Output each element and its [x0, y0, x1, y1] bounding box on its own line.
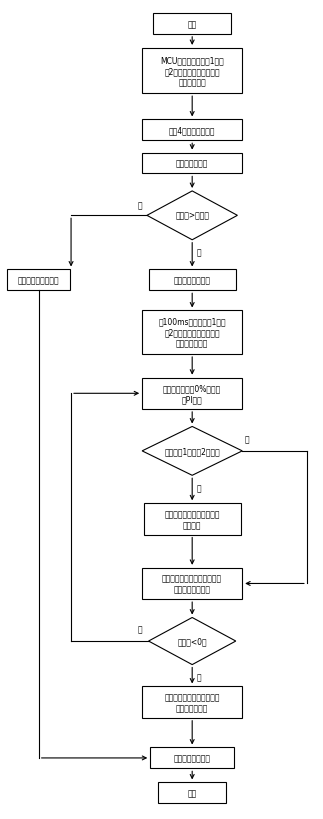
Text: 在100ms内控制电机1或电
机2的驱动扭矩达到计算所
得的地面附着力: 在100ms内控制电机1或电 机2的驱动扭矩达到计算所 得的地面附着力	[158, 317, 226, 348]
Bar	[7, 270, 70, 291]
Text: 否: 否	[138, 625, 142, 634]
Text: 滑移率<0？: 滑移率<0？	[177, 636, 207, 645]
Polygon shape	[147, 192, 237, 241]
Text: 结束: 结束	[188, 789, 197, 798]
Bar	[142, 311, 242, 355]
Text: 计算4个车轮的滑移率: 计算4个车轮的滑移率	[169, 126, 215, 135]
Text: 是: 是	[197, 248, 202, 257]
Text: 滑移率>阈值？: 滑移率>阈值？	[175, 211, 209, 220]
Text: MCU根据电池和电机1和电
机2计算各电机能够执行的
最大驱动扭矩: MCU根据电池和电机1和电 机2计算各电机能够执行的 最大驱动扭矩	[160, 56, 224, 87]
Bar	[149, 270, 236, 291]
Text: 根据滑移率基于0%目标进
行PI调节: 根据滑移率基于0%目标进 行PI调节	[163, 384, 221, 404]
Text: 是: 是	[197, 672, 202, 681]
Bar	[142, 568, 242, 600]
Bar	[142, 120, 242, 141]
Bar	[142, 378, 242, 410]
Text: 是: 是	[197, 483, 202, 492]
Text: 计算地面附着力: 计算地面附着力	[176, 160, 208, 168]
Text: 输出响应幅度限制扭矩，逐渐
增大总驱动力扭矩: 输出响应幅度限制扭矩，逐渐 增大总驱动力扭矩	[162, 574, 222, 594]
Polygon shape	[149, 618, 236, 665]
Text: 不触发驱动防滑功能: 不触发驱动防滑功能	[18, 276, 59, 285]
Bar	[144, 504, 241, 535]
Bar	[158, 782, 226, 803]
Bar	[153, 14, 231, 35]
Text: 否: 否	[138, 201, 142, 210]
Text: 触发驱动防滑功能: 触发驱动防滑功能	[174, 276, 211, 285]
Text: 利用另一个电机补偿滑回电
机的扭矩: 利用另一个电机补偿滑回电 机的扭矩	[164, 509, 220, 529]
Text: 否: 否	[245, 435, 249, 444]
Bar	[142, 686, 242, 718]
Bar	[150, 748, 234, 768]
Bar	[142, 49, 242, 94]
Bar	[142, 153, 242, 174]
Text: 只有电机1或电机2滑回？: 只有电机1或电机2滑回？	[164, 447, 220, 456]
Polygon shape	[142, 427, 242, 476]
Text: 以前次标准最大驱动扭矩至
输输点需求扭矩: 以前次标准最大驱动扭矩至 输输点需求扭矩	[164, 692, 220, 713]
Text: 开始: 开始	[188, 20, 197, 29]
Text: 退出驱动防滑功能: 退出驱动防滑功能	[174, 753, 211, 762]
